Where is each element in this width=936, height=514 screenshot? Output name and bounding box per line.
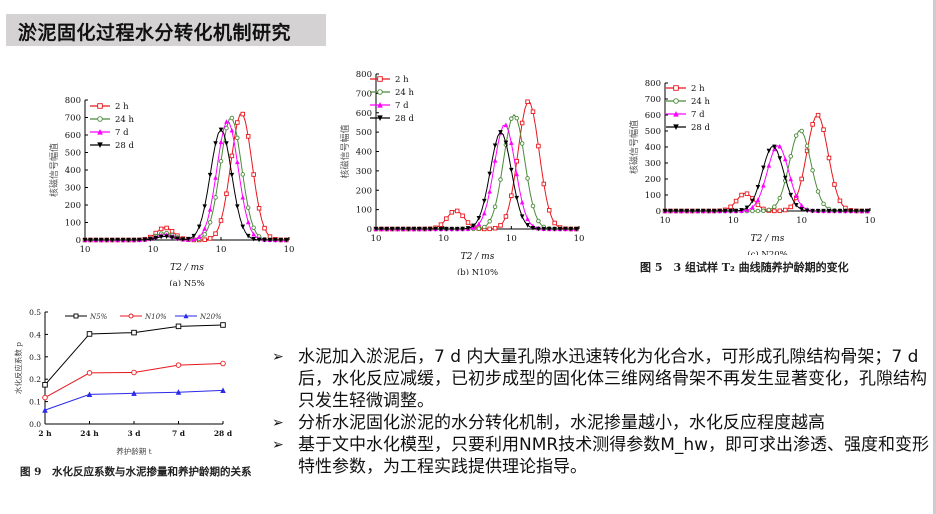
svg-text:10: 10 bbox=[148, 245, 159, 255]
t2-chart-n20: 010020030040050060070080010-210-1100101T… bbox=[628, 79, 876, 255]
svg-text:24 h: 24 h bbox=[115, 115, 135, 125]
svg-text:600: 600 bbox=[65, 131, 81, 141]
hydration-coefficient-chart: 0.0 0.1 0.2 0.3 0.4 0.5 2 h 24 h 3 d 7 d 28 d 养护龄期 … bbox=[13, 308, 233, 456]
svg-text:0.3: 0.3 bbox=[29, 353, 41, 362]
svg-text:24 h: 24 h bbox=[395, 88, 415, 98]
svg-text:T2 / ms: T2 / ms bbox=[461, 252, 495, 262]
svg-text:10: 10 bbox=[728, 216, 739, 226]
svg-text:10: 10 bbox=[865, 216, 876, 226]
svg-text:200: 200 bbox=[645, 175, 661, 185]
svg-text:N20%: N20% bbox=[199, 313, 222, 321]
svg-text:10: 10 bbox=[216, 245, 227, 255]
svg-text:3 d: 3 d bbox=[127, 429, 141, 438]
title-bar: 淤泥固化过程水分转化机制研究 bbox=[6, 14, 326, 46]
svg-text:800: 800 bbox=[65, 96, 81, 106]
svg-text:700: 700 bbox=[65, 114, 81, 124]
svg-text:10: 10 bbox=[371, 234, 382, 244]
slide-right-edge bbox=[933, 0, 936, 514]
svg-text:700: 700 bbox=[356, 89, 372, 99]
svg-text:2 h: 2 h bbox=[115, 102, 129, 112]
bullet-list: ➢ 水泥加入淤泥后，7 d 内大量孔隙水迅速转化为化合水，可形成孔隙结构骨架；7… bbox=[272, 346, 936, 478]
svg-text:600: 600 bbox=[356, 109, 372, 119]
svg-text:100: 100 bbox=[65, 219, 81, 229]
svg-text:500: 500 bbox=[356, 128, 372, 138]
bullet-text: 水泥加入淤泥后，7 d 内大量孔隙水迅速转化为化合水，可形成孔隙结构骨架；7 d… bbox=[298, 347, 927, 411]
svg-text:7 d: 7 d bbox=[115, 128, 129, 138]
svg-text:400: 400 bbox=[356, 148, 372, 158]
svg-text:28 d: 28 d bbox=[691, 123, 711, 133]
svg-text:T2 / ms: T2 / ms bbox=[751, 234, 785, 244]
svg-text:0.5: 0.5 bbox=[29, 308, 41, 317]
svg-text:T2 / ms: T2 / ms bbox=[170, 263, 204, 273]
svg-text:核磁信号幅值: 核磁信号幅值 bbox=[339, 124, 351, 178]
bullet-text: 分析水泥固化淤泥的水分转化机制，水泥掺量越小，水化反应程度越高 bbox=[298, 413, 825, 433]
svg-text:N10%: N10% bbox=[144, 313, 167, 321]
svg-text:28 d: 28 d bbox=[214, 429, 233, 438]
svg-text:700: 700 bbox=[645, 95, 661, 105]
svg-text:0: 0 bbox=[76, 236, 81, 246]
svg-text:10: 10 bbox=[660, 216, 671, 226]
svg-text:0.2: 0.2 bbox=[29, 375, 41, 384]
svg-text:N5%: N5% bbox=[89, 313, 108, 321]
svg-text:100: 100 bbox=[645, 191, 661, 201]
svg-text:0.1: 0.1 bbox=[29, 398, 41, 407]
bullet-item: ➢ 水泥加入淤泥后，7 d 内大量孔隙水迅速转化为化合水，可形成孔隙结构骨架；7… bbox=[272, 346, 936, 412]
svg-text:28 d: 28 d bbox=[115, 141, 135, 151]
svg-text:(b) N10%: (b) N10% bbox=[457, 267, 498, 275]
svg-text:10: 10 bbox=[796, 216, 807, 226]
svg-text:300: 300 bbox=[645, 159, 661, 169]
figure5-caption: 图 5 3 组试样 T₂ 曲线随养护龄期的变化 bbox=[640, 261, 849, 274]
figure9-caption: 图 9 水化反应系数与水泥掺量和养护龄期的关系 bbox=[20, 466, 252, 478]
svg-text:10: 10 bbox=[574, 234, 585, 244]
svg-text:7 d: 7 d bbox=[172, 429, 186, 438]
svg-text:500: 500 bbox=[65, 149, 81, 159]
svg-text:(c) N20%: (c) N20% bbox=[747, 249, 787, 255]
svg-text:300: 300 bbox=[356, 167, 372, 177]
svg-text:0: 0 bbox=[367, 225, 372, 235]
bullet-text: 基于文中水化模型，只要利用NMR技术测得参数M_hw，即可求出渗透、强度和变形特… bbox=[298, 435, 930, 477]
svg-text:核磁信号幅值: 核磁信号幅值 bbox=[628, 120, 640, 174]
svg-text:0.0: 0.0 bbox=[29, 420, 41, 429]
svg-text:200: 200 bbox=[356, 186, 372, 196]
svg-text:300: 300 bbox=[65, 184, 81, 194]
t2-chart-n10: 010020030040050060070080010-210-1100101T… bbox=[339, 70, 585, 275]
svg-text:400: 400 bbox=[645, 143, 661, 153]
svg-text:0.4: 0.4 bbox=[29, 330, 41, 339]
svg-text:24 h: 24 h bbox=[80, 429, 99, 438]
bullet-item: ➢ 分析水泥固化淤泥的水分转化机制，水泥掺量越小，水化反应程度越高 bbox=[272, 412, 936, 434]
slide-title: 淤泥固化过程水分转化机制研究 bbox=[18, 22, 292, 44]
svg-text:200: 200 bbox=[65, 201, 81, 211]
svg-text:2 h: 2 h bbox=[691, 84, 705, 94]
svg-text:24 h: 24 h bbox=[691, 97, 711, 107]
svg-text:(a) N5%: (a) N5% bbox=[169, 278, 204, 286]
svg-text:水化反应系数 p: 水化反应系数 p bbox=[13, 342, 23, 394]
svg-text:500: 500 bbox=[645, 127, 661, 137]
svg-text:2 h: 2 h bbox=[38, 429, 52, 438]
svg-text:0: 0 bbox=[656, 207, 661, 217]
arrow-right-icon: ➢ bbox=[272, 349, 284, 365]
t2-chart-n5: 010020030040050060070080010-210-1100101T… bbox=[48, 96, 295, 286]
svg-text:800: 800 bbox=[356, 70, 372, 80]
svg-text:养护龄期 t: 养护龄期 t bbox=[116, 446, 151, 456]
svg-text:28 d: 28 d bbox=[395, 114, 415, 124]
svg-text:核磁信号幅值: 核磁信号幅值 bbox=[48, 143, 60, 197]
svg-text:2 h: 2 h bbox=[395, 75, 409, 85]
svg-text:7 d: 7 d bbox=[691, 110, 705, 120]
svg-text:10: 10 bbox=[506, 234, 517, 244]
svg-text:10: 10 bbox=[284, 245, 295, 255]
svg-text:600: 600 bbox=[645, 111, 661, 121]
svg-text:10: 10 bbox=[438, 234, 449, 244]
arrow-right-icon: ➢ bbox=[272, 415, 284, 431]
svg-text:10: 10 bbox=[80, 245, 91, 255]
svg-text:400: 400 bbox=[65, 166, 81, 176]
svg-text:100: 100 bbox=[356, 206, 372, 216]
bullet-item: ➢ 基于文中水化模型，只要利用NMR技术测得参数M_hw，即可求出渗透、强度和变… bbox=[272, 434, 936, 478]
svg-text:7 d: 7 d bbox=[395, 101, 409, 111]
svg-text:800: 800 bbox=[645, 79, 661, 89]
arrow-right-icon: ➢ bbox=[272, 437, 284, 453]
